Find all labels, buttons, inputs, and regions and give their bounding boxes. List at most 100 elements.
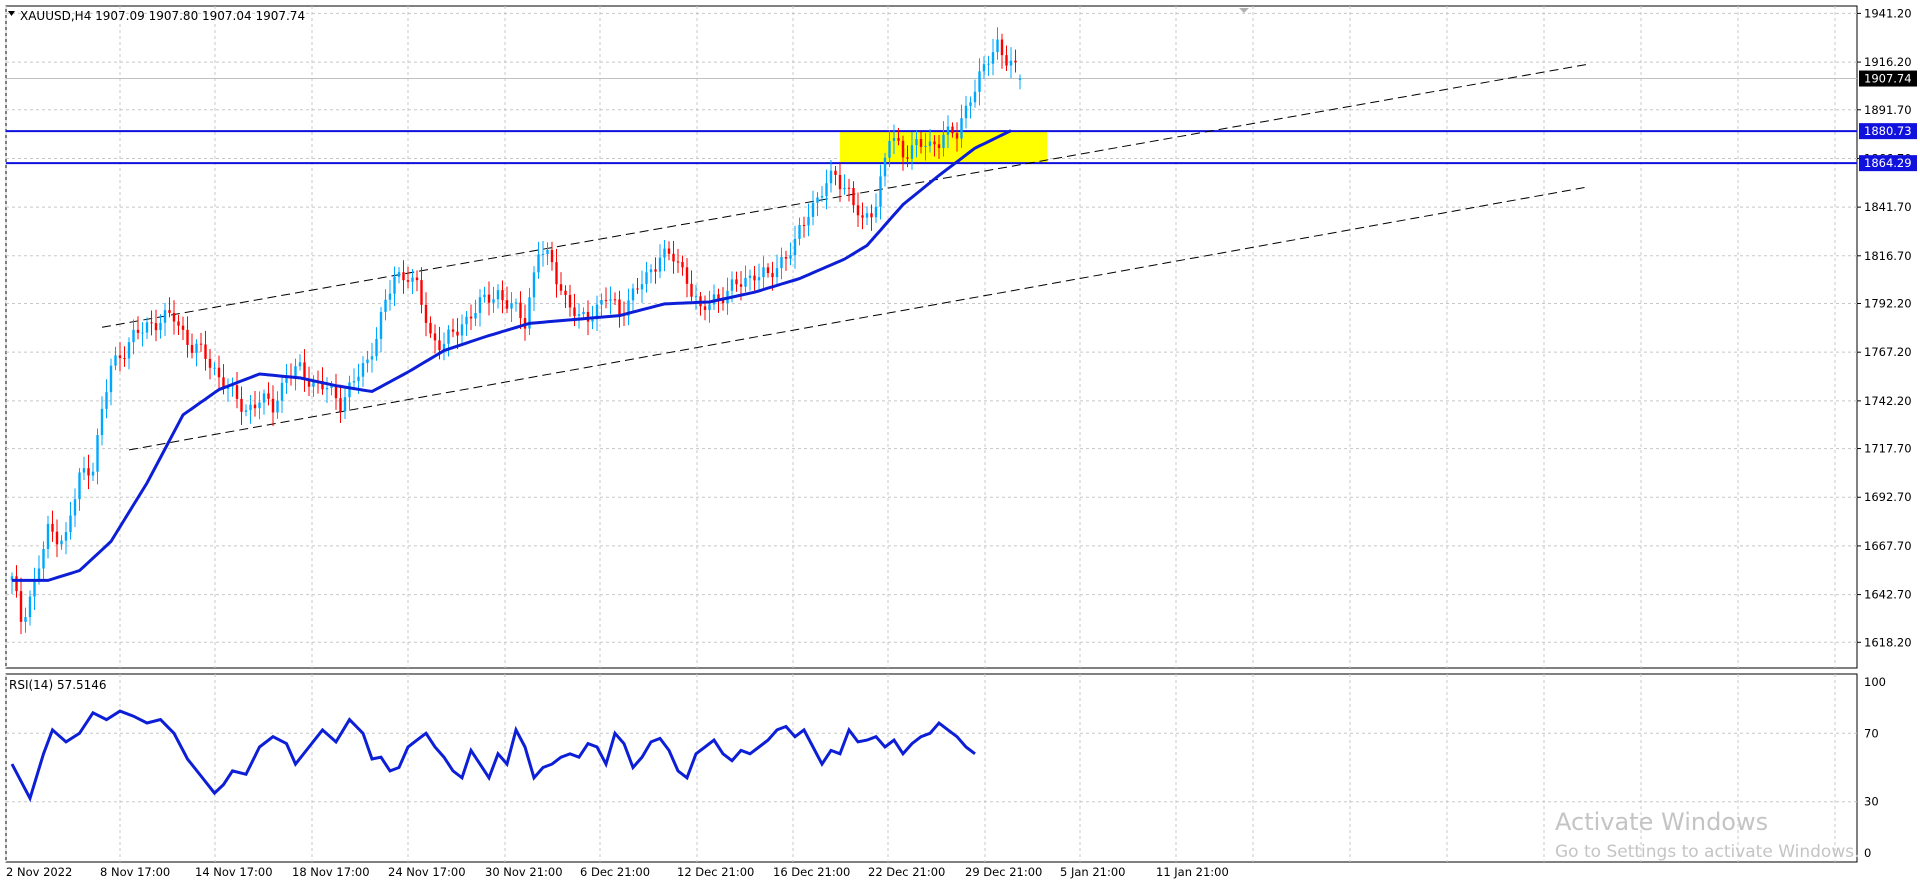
y-tick-label: 1891.70 [1864,103,1912,117]
candle-body [298,362,302,367]
candle-body [771,273,774,278]
candle-body [798,225,801,239]
candle-body [150,322,153,324]
candle-body [577,314,581,316]
candle-body [762,267,765,278]
candle-body [285,376,288,383]
candle-body [510,303,513,309]
candle-body [460,324,464,336]
candle-body [384,299,387,312]
candle-body [1009,60,1013,66]
candle-body [807,216,810,226]
candle-body [420,280,423,305]
candle-body [73,499,77,516]
candle-body [168,310,171,313]
channel-line [128,186,1588,451]
candle-body [829,170,833,184]
candle-body [568,294,572,308]
candle-body [825,183,828,197]
y-tick-label: 1642.70 [1864,588,1912,602]
candle-body [730,279,734,291]
candle-body [312,380,315,387]
y-tick-label: 1692.70 [1864,490,1912,504]
candle-body [258,402,261,409]
candle-body [969,102,972,106]
candle-body [667,248,671,254]
scroll-marker-icon[interactable] [1239,8,1249,13]
hline-price-label: 1880.73 [1864,124,1912,138]
candles-layer [10,27,1022,635]
candle-body [933,141,936,145]
price-grid [5,6,1857,862]
candle-body [852,187,855,206]
rsi-frame [5,673,1858,863]
candle-body [964,105,968,119]
hline-price-label: 1864.29 [1864,156,1912,170]
candle-body [1018,78,1022,80]
candle-body [555,262,558,285]
hline-price-label-bg [1859,123,1917,140]
candle-body [424,304,428,323]
activate-windows-title: Activate Windows [1555,808,1769,836]
candle-body [586,311,590,322]
y-tick-label: 1667.70 [1864,539,1912,553]
candle-body [469,316,473,319]
candle-body [708,304,711,311]
candle-body [321,380,324,390]
candle-body [379,311,383,339]
candle-body [582,311,585,315]
candle-body [514,302,518,304]
x-tick-label: 30 Nov 21:00 [485,865,563,879]
x-tick-label: 6 Dec 21:00 [580,865,650,879]
candle-body [753,275,756,281]
candle-body [811,202,815,217]
candle-body [870,213,873,218]
candle-body [478,297,482,313]
candle-body [447,329,450,344]
candle-body [186,329,189,345]
candle-body [631,288,635,301]
candle-body [474,312,477,319]
candle-body [307,378,311,387]
moving-average-line [12,129,1012,582]
candle-body [132,329,135,343]
candle-body [465,316,468,325]
candle-body [928,141,932,147]
candle-body [712,294,716,305]
candle-body [541,254,545,256]
candle-body [766,267,770,274]
candle-body [685,267,689,284]
candle-body [978,71,981,92]
candle-body [861,215,864,218]
candle-body [892,138,896,141]
candle-body [87,468,90,476]
candle-body [10,576,14,581]
dropdown-triangle-icon[interactable] [8,11,15,16]
candle-body [906,157,909,159]
candle-body [154,323,158,331]
candle-body [856,205,860,216]
candle-body [888,140,891,158]
candle-body [663,248,666,258]
x-tick-label: 24 Nov 17:00 [388,865,466,879]
candle-body [217,367,221,378]
candle-body [352,381,356,383]
candle-body [528,297,531,329]
candle-body [136,329,140,333]
current-price-label-bg [1859,70,1917,87]
x-tick-label: 5 Jan 21:00 [1060,865,1126,879]
candle-body [865,213,869,218]
y-tick-label: 1618.20 [1864,635,1912,649]
candle-body [415,277,419,281]
candle-body [438,340,441,351]
x-tick-label: 29 Dec 21:00 [965,865,1042,879]
candle-body [838,174,842,190]
candle-body [802,225,806,227]
candle-body [996,39,999,53]
candle-body [676,261,680,263]
candle-body [1014,60,1017,63]
x-tick-label: 22 Dec 21:00 [868,865,945,879]
candle-body [537,254,540,273]
candle-body [897,138,900,141]
